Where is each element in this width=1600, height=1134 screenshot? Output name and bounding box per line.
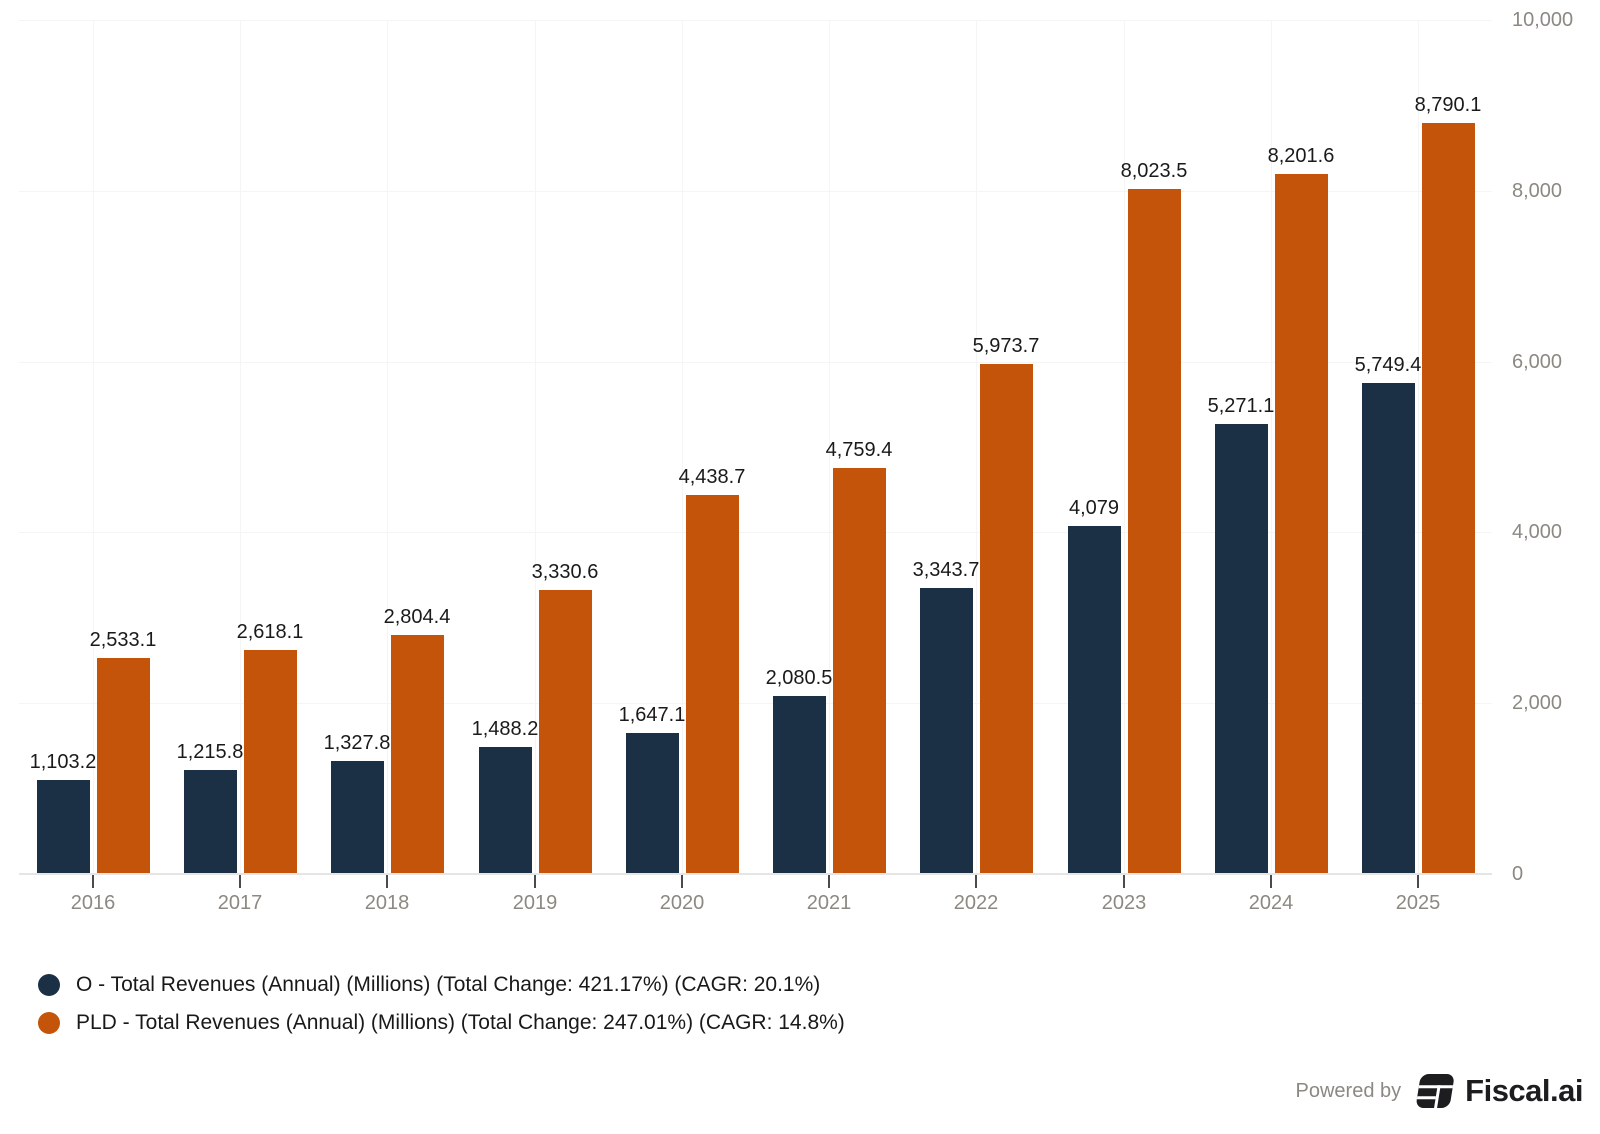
x-axis-tick bbox=[534, 875, 536, 888]
x-axis-tick-label: 2025 bbox=[1395, 892, 1441, 914]
x-axis-tick bbox=[92, 875, 94, 888]
bar-o-2019[interactable] bbox=[479, 747, 532, 874]
y-axis-tick-label: 4,000 bbox=[1512, 521, 1563, 543]
bar-value-label: 1,647.1 bbox=[618, 704, 686, 726]
legend-label-o: O - Total Revenues (Annual) (Millions) (… bbox=[76, 973, 821, 996]
legend-item-pld[interactable]: PLD - Total Revenues (Annual) (Millions)… bbox=[38, 1011, 845, 1034]
bar-value-label: 5,271.1 bbox=[1207, 395, 1275, 417]
bar-pld-2021[interactable] bbox=[833, 468, 886, 874]
bar-o-2021[interactable] bbox=[773, 696, 826, 874]
bar-o-2020[interactable] bbox=[626, 733, 679, 874]
x-axis-tick bbox=[1270, 875, 1272, 888]
gridline-v bbox=[1124, 20, 1125, 873]
bar-pld-2018[interactable] bbox=[391, 635, 444, 874]
x-axis-tick-label: 2017 bbox=[217, 892, 263, 914]
chart-legend: O - Total Revenues (Annual) (Millions) (… bbox=[38, 973, 845, 1050]
gridline-v bbox=[1418, 20, 1419, 873]
x-axis-tick bbox=[1417, 875, 1419, 888]
x-axis-tick bbox=[239, 875, 241, 888]
bar-value-label: 5,749.4 bbox=[1354, 354, 1422, 376]
bar-pld-2022[interactable] bbox=[980, 364, 1033, 874]
bar-pld-2017[interactable] bbox=[244, 650, 297, 874]
bar-pld-2016[interactable] bbox=[97, 658, 150, 874]
gridline-h bbox=[19, 191, 1492, 192]
y-axis-tick-label: 10,000 bbox=[1512, 9, 1574, 31]
x-axis-tick bbox=[681, 875, 683, 888]
gridline-v bbox=[829, 20, 830, 873]
bar-pld-2020[interactable] bbox=[686, 495, 739, 874]
bar-o-2024[interactable] bbox=[1215, 424, 1268, 874]
bar-pld-2019[interactable] bbox=[539, 590, 592, 874]
bar-value-label: 1,488.2 bbox=[471, 718, 539, 740]
bar-value-label: 3,343.7 bbox=[912, 559, 980, 581]
gridline-h bbox=[19, 703, 1492, 704]
brand-text: Fiscal.ai bbox=[1465, 1073, 1583, 1108]
y-axis-tick-label: 0 bbox=[1512, 863, 1524, 885]
y-axis-tick-label: 2,000 bbox=[1512, 692, 1563, 714]
x-axis-tick bbox=[828, 875, 830, 888]
bar-value-label: 2,080.5 bbox=[765, 667, 833, 689]
legend-marker-pld bbox=[38, 1012, 60, 1034]
x-axis-tick bbox=[1123, 875, 1125, 888]
fiscal-brand[interactable]: Fiscal.ai bbox=[1415, 1073, 1583, 1109]
bar-value-label: 3,330.6 bbox=[531, 561, 599, 583]
bar-value-label: 8,790.1 bbox=[1414, 94, 1482, 116]
x-axis-tick-label: 2020 bbox=[659, 892, 705, 914]
gridline-h bbox=[19, 532, 1492, 533]
gridline-v bbox=[976, 20, 977, 873]
bar-pld-2024[interactable] bbox=[1275, 174, 1328, 874]
legend-label-pld: PLD - Total Revenues (Annual) (Millions)… bbox=[76, 1011, 845, 1034]
bar-o-2016[interactable] bbox=[37, 780, 90, 874]
gridline-v bbox=[535, 20, 536, 873]
bar-value-label: 2,804.4 bbox=[383, 606, 451, 628]
bar-value-label: 8,023.5 bbox=[1120, 160, 1188, 182]
x-axis-tick-label: 2022 bbox=[953, 892, 999, 914]
x-axis-tick-label: 2019 bbox=[512, 892, 558, 914]
bar-o-2017[interactable] bbox=[184, 770, 237, 874]
bar-pld-2025[interactable] bbox=[1422, 123, 1475, 874]
gridline-v bbox=[682, 20, 683, 873]
bar-value-label: 2,533.1 bbox=[89, 629, 157, 651]
footer: Powered by Fiscal.ai bbox=[1296, 1068, 1583, 1114]
gridline-h bbox=[19, 20, 1492, 21]
bar-value-label: 4,759.4 bbox=[825, 439, 893, 461]
x-axis-tick-label: 2024 bbox=[1248, 892, 1294, 914]
bar-pld-2023[interactable] bbox=[1128, 189, 1181, 874]
gridline-v bbox=[93, 20, 94, 873]
bar-value-label: 2,618.1 bbox=[236, 621, 304, 643]
legend-item-o[interactable]: O - Total Revenues (Annual) (Millions) (… bbox=[38, 973, 845, 996]
gridline-v bbox=[1271, 20, 1272, 873]
bar-o-2022[interactable] bbox=[920, 588, 973, 874]
legend-marker-o bbox=[38, 974, 60, 996]
y-axis-tick-label: 6,000 bbox=[1512, 351, 1563, 373]
x-axis-line bbox=[19, 873, 1492, 875]
bar-value-label: 4,438.7 bbox=[678, 466, 746, 488]
bar-o-2025[interactable] bbox=[1362, 383, 1415, 874]
bar-value-label: 1,327.8 bbox=[323, 732, 391, 754]
gridline-v bbox=[240, 20, 241, 873]
gridline-h bbox=[19, 362, 1492, 363]
bar-value-label: 5,973.7 bbox=[972, 335, 1040, 357]
bar-o-2023[interactable] bbox=[1068, 526, 1121, 874]
x-axis-tick bbox=[975, 875, 977, 888]
x-axis-tick-label: 2018 bbox=[364, 892, 410, 914]
gridline-v bbox=[387, 20, 388, 873]
x-axis-tick-label: 2021 bbox=[806, 892, 852, 914]
bar-value-label: 8,201.6 bbox=[1267, 145, 1335, 167]
bar-value-label: 1,103.2 bbox=[29, 751, 97, 773]
bar-value-label: 4,079 bbox=[1068, 497, 1120, 519]
x-axis-tick-label: 2016 bbox=[70, 892, 116, 914]
x-axis-tick bbox=[386, 875, 388, 888]
fiscal-logo-icon bbox=[1415, 1073, 1457, 1109]
y-axis-tick-label: 8,000 bbox=[1512, 180, 1563, 202]
bar-o-2018[interactable] bbox=[331, 761, 384, 874]
bar-value-label: 1,215.8 bbox=[176, 741, 244, 763]
powered-by-text: Powered by bbox=[1295, 1079, 1402, 1102]
x-axis-tick-label: 2023 bbox=[1101, 892, 1147, 914]
